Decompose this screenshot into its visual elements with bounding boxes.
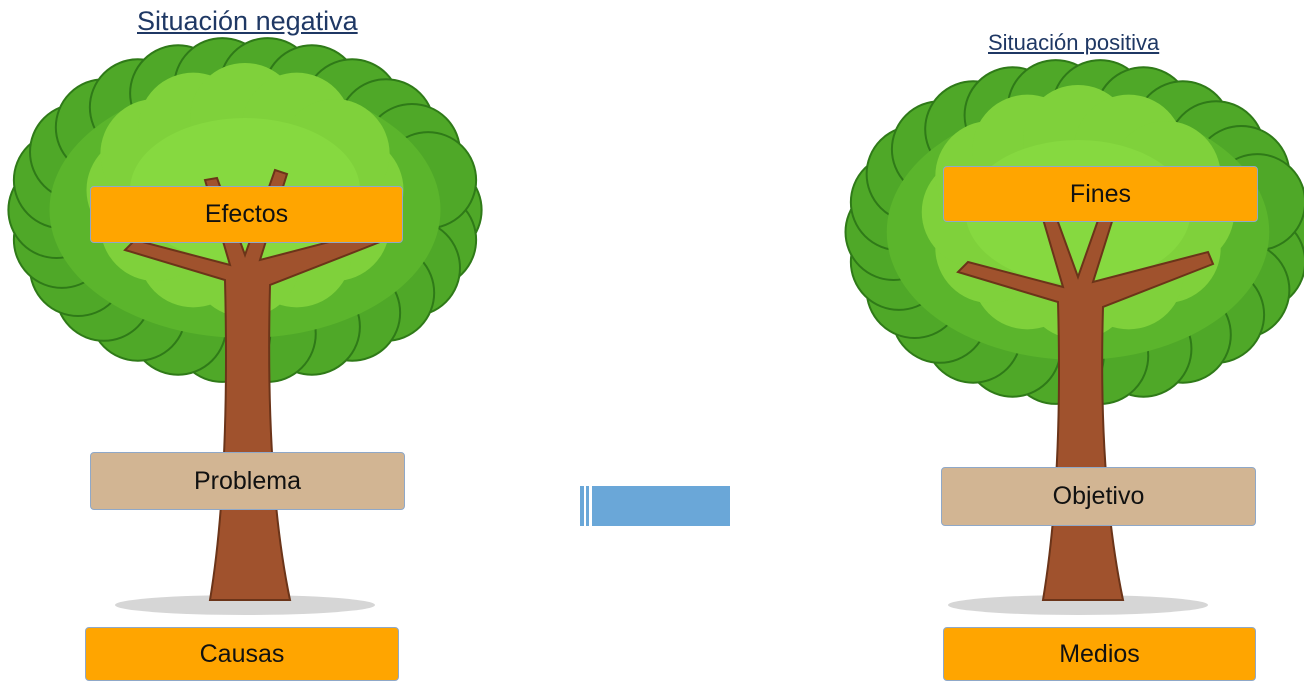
arrow xyxy=(580,486,730,526)
arrow-stripe xyxy=(586,486,589,526)
causes-box: Causas xyxy=(85,627,399,681)
ends-box: Fines xyxy=(943,166,1258,222)
left-title: Situación negativa xyxy=(137,6,358,36)
shadow xyxy=(948,595,1208,615)
problem-box: Problema xyxy=(90,452,405,510)
right-title: Situación positiva xyxy=(988,30,1160,55)
arrow-stripe xyxy=(580,486,584,526)
arrow-body xyxy=(592,486,730,526)
shadow xyxy=(115,595,375,615)
effects-box: Efectos xyxy=(90,186,403,243)
tree-left xyxy=(7,37,483,615)
means-box: Medios xyxy=(943,627,1256,681)
tree-right xyxy=(844,59,1304,615)
objective-box: Objetivo xyxy=(941,467,1256,526)
